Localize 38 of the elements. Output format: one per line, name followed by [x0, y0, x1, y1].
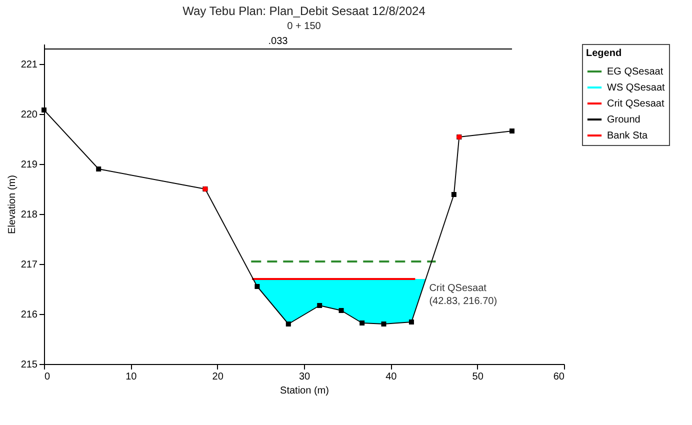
x-tick-label: 30 — [298, 372, 310, 382]
x-tick-label: 10 — [126, 372, 138, 382]
chart-title: Way Tebu Plan: Plan_Debit Sesaat 12/8/2024 — [182, 4, 426, 18]
y-tick-label: 219 — [20, 160, 38, 170]
legend-label: WS QSesaat — [607, 82, 666, 94]
y-tick-label: 215 — [20, 360, 38, 370]
point — [286, 322, 291, 326]
point — [381, 322, 386, 326]
y-tick-label: 216 — [20, 310, 38, 320]
x-tick-label: 50 — [472, 372, 484, 382]
point — [451, 192, 456, 197]
point — [408, 320, 414, 324]
legend-label: Bank Sta — [607, 130, 648, 142]
point — [96, 166, 102, 172]
point — [254, 284, 260, 289]
x-tick-label: 0 — [44, 372, 50, 382]
point — [360, 320, 365, 326]
chart-subtitle: 0 + 150 — [287, 21, 322, 32]
annotation: (42.83, 216.70) — [429, 296, 498, 307]
annotation: .033 — [268, 36, 288, 47]
y-tick-label: 218 — [20, 210, 38, 220]
point — [510, 128, 514, 134]
annotation: Crit QSesaat — [429, 283, 487, 294]
x-axis-title: Station (m) — [280, 386, 329, 396]
y-axis-title: Elevation (m) — [6, 175, 18, 234]
point — [42, 108, 46, 112]
x-tick-label: 40 — [386, 372, 398, 382]
x-tick-label: 20 — [212, 372, 224, 382]
legend-label: Ground — [607, 114, 640, 126]
point — [317, 303, 322, 308]
legend-title: Legend — [586, 48, 622, 59]
legend-label: Crit QSesaat — [607, 98, 664, 110]
y-tick-label: 220 — [20, 110, 38, 120]
y-tick-label: 221 — [20, 60, 38, 70]
x-tick-label: 60 — [553, 372, 565, 382]
legend-label: EG QSesaat — [607, 66, 664, 78]
y-tick-label: 217 — [20, 260, 38, 270]
point — [338, 308, 344, 313]
